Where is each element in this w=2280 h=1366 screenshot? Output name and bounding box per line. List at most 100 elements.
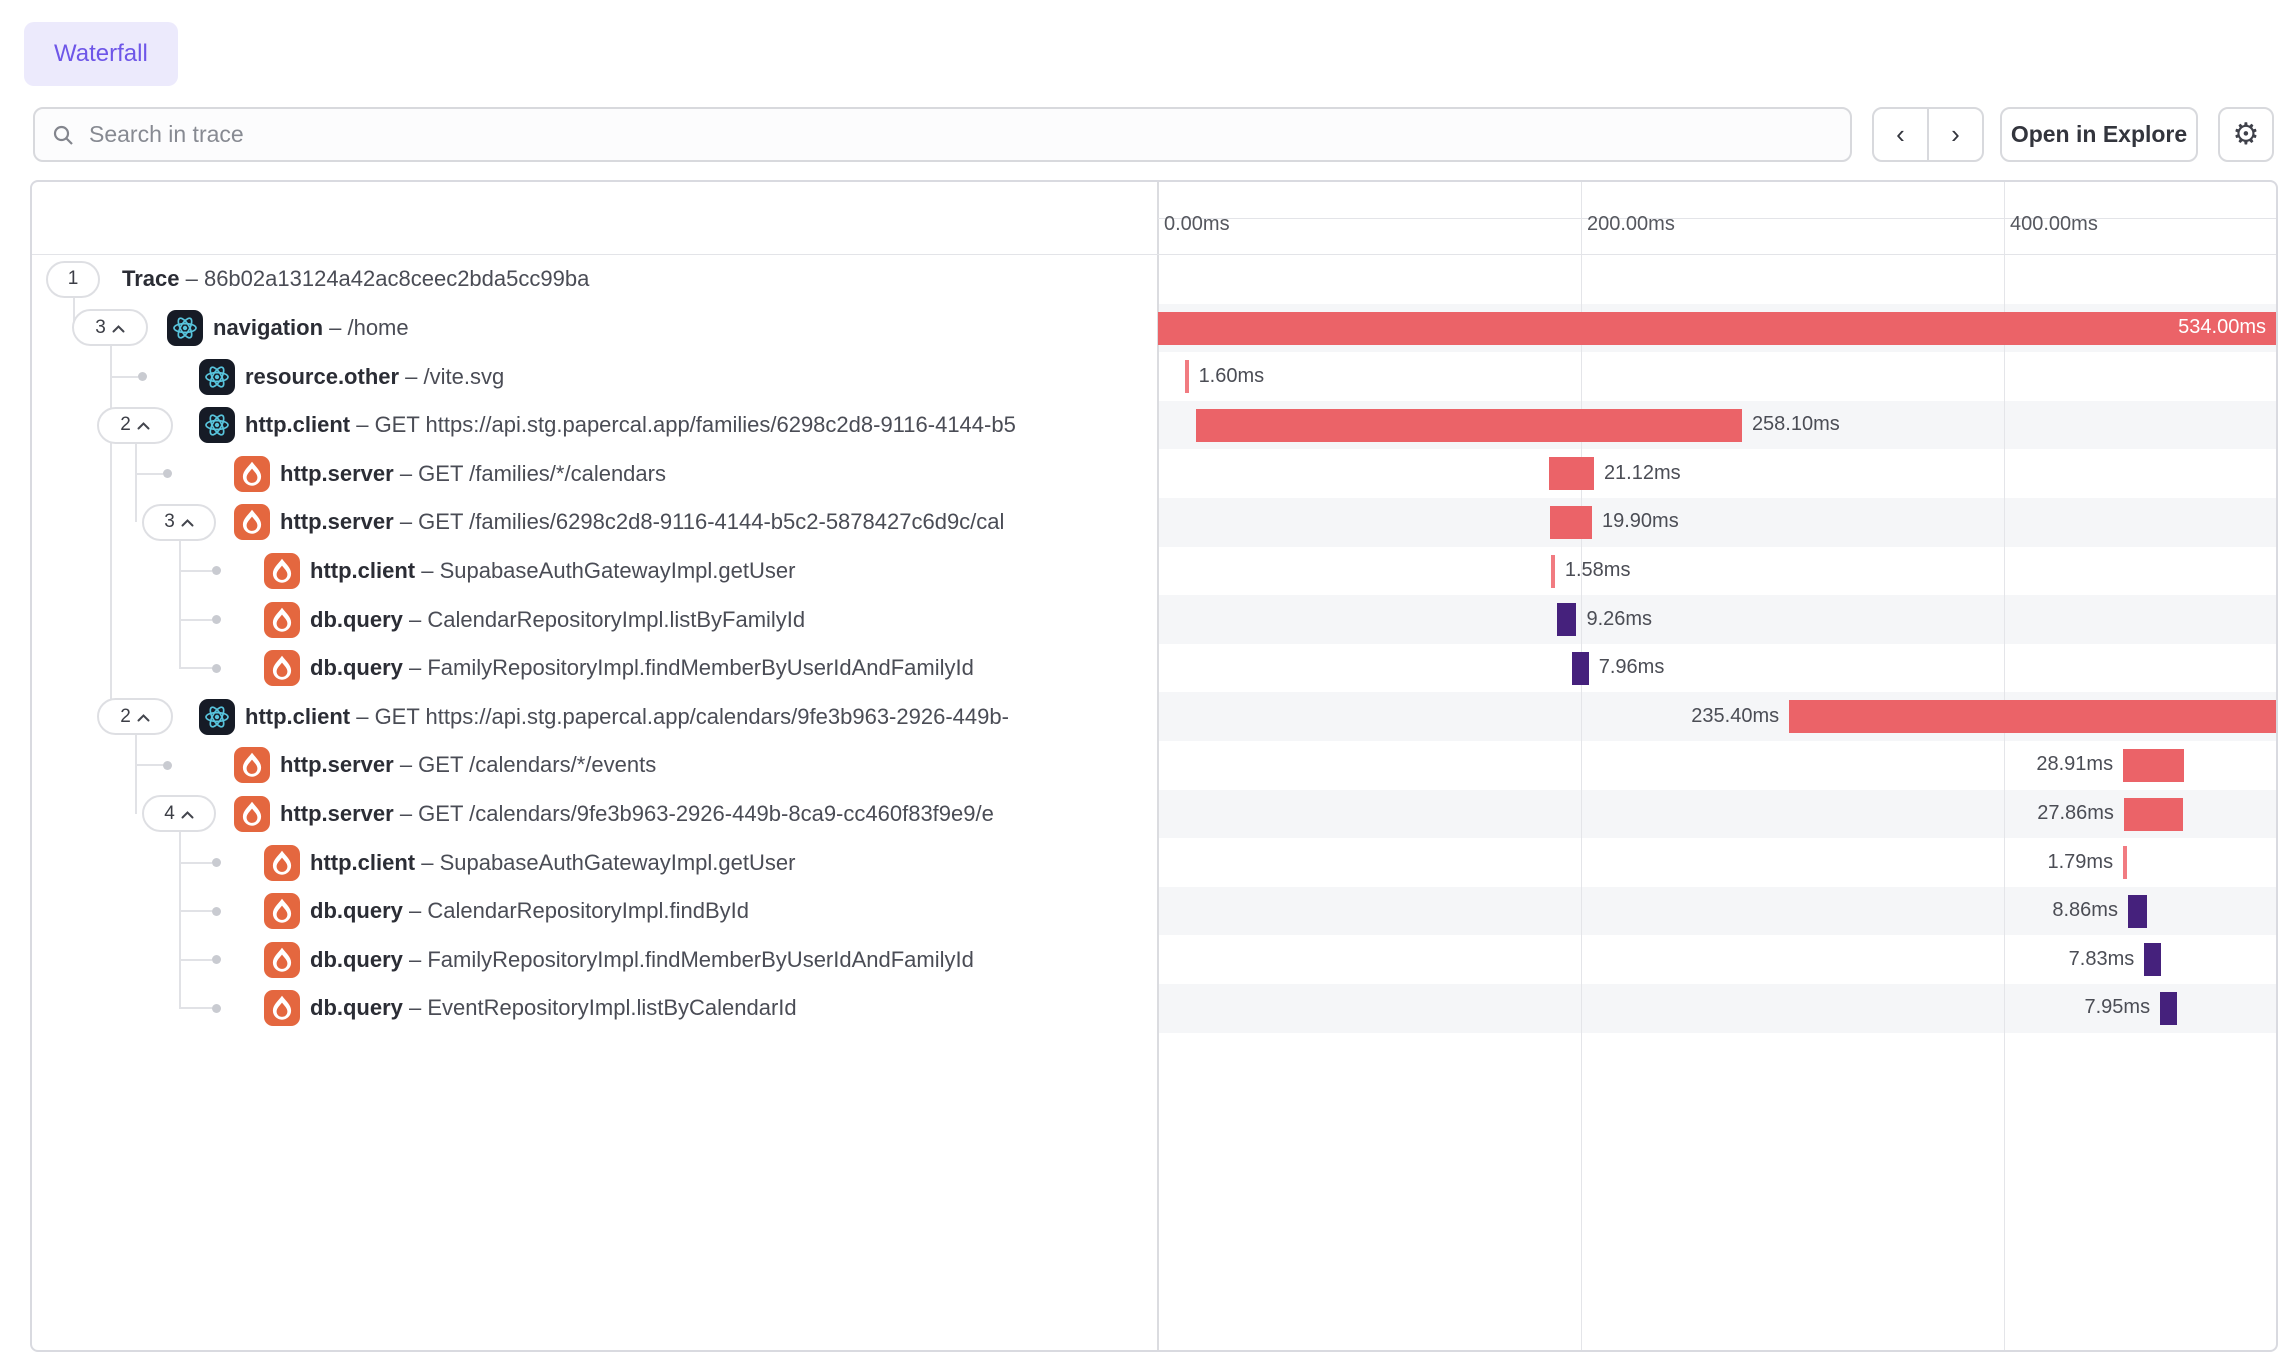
hono-icon <box>264 990 300 1027</box>
hono-icon <box>264 601 300 638</box>
settings-gear-button[interactable]: ⚙ <box>2218 107 2274 162</box>
span-label: navigation – /home <box>213 314 409 340</box>
row-stripe <box>1158 595 2276 644</box>
span-label: http.server – GET /calendars/*/events <box>280 752 657 778</box>
hono-icon <box>264 844 300 881</box>
span-label: Trace – 86b02a13124a42ac8ceec2bda5cc99ba <box>122 266 590 292</box>
collapse-badge[interactable]: 2 <box>97 698 173 736</box>
span-duration-label: 7.83ms <box>2068 947 2135 970</box>
span-operation-name: http.client <box>310 557 416 583</box>
span-operation-name: navigation <box>213 314 324 340</box>
tree-waterfall-divider[interactable] <box>1157 182 1159 1350</box>
span-label: http.client – SupabaseAuthGatewayImpl.ge… <box>310 849 796 875</box>
collapse-badge[interactable]: 4 <box>142 795 216 833</box>
span-duration-label: 7.95ms <box>2084 996 2151 1019</box>
row-stripe <box>1158 498 2276 547</box>
collapse-badge-count: 4 <box>164 802 175 824</box>
span-bar[interactable] <box>2123 749 2185 782</box>
span-bar[interactable] <box>1556 603 1577 637</box>
span-bar[interactable] <box>2123 846 2127 880</box>
span-bar[interactable] <box>2127 894 2147 928</box>
span-duration-label: 1.60ms <box>1198 364 1265 387</box>
span-operation-name: http.client <box>245 703 351 729</box>
span-operation-name: Trace <box>122 266 180 292</box>
span-bar[interactable] <box>1185 360 1189 394</box>
prev-span-button[interactable]: ‹ <box>1874 109 1929 160</box>
span-operation-name: db.query <box>310 995 403 1021</box>
span-duration-label: 8.86ms <box>2052 899 2118 922</box>
span-bar[interactable] <box>1549 506 1592 539</box>
span-bar[interactable] <box>1549 457 1594 491</box>
react-icon <box>199 407 235 444</box>
span-label: db.query – CalendarRepositoryImpl.findBy… <box>310 898 749 924</box>
tree-connector-line <box>135 734 137 814</box>
span-operation-name: http.client <box>245 412 351 438</box>
chevron-up-icon <box>181 803 194 825</box>
chevron-up-icon <box>112 317 125 339</box>
tree-connector-line <box>179 569 212 572</box>
span-operation-name: http.server <box>280 460 394 486</box>
span-bar[interactable] <box>1551 554 1555 588</box>
span-label: db.query – FamilyRepositoryImpl.findMemb… <box>310 655 974 681</box>
axis-tick-line <box>1158 218 2276 219</box>
collapse-badge-count: 2 <box>120 414 131 436</box>
span-bar[interactable] <box>2160 992 2177 1025</box>
span-operation-name: db.query <box>310 606 403 632</box>
tree-connector-dot <box>212 858 221 867</box>
tab-waterfall[interactable]: Waterfall <box>24 22 178 86</box>
collapse-badge-count: 2 <box>120 705 131 727</box>
search-input-container[interactable] <box>33 107 1852 162</box>
span-duration-label: 235.40ms <box>1691 704 1780 727</box>
collapse-badge[interactable]: 2 <box>97 406 173 444</box>
hono-icon <box>264 893 300 930</box>
span-operation-name: http.client <box>310 849 416 875</box>
span-bar[interactable] <box>1571 651 1589 685</box>
span-label: http.server – GET /calendars/9fe3b963-29… <box>280 800 994 826</box>
span-label: resource.other – /vite.svg <box>245 363 505 389</box>
span-bar[interactable] <box>2144 943 2161 977</box>
tree-connector-dot <box>138 372 147 381</box>
span-duration-label: 7.96ms <box>1598 656 1665 679</box>
axis-tick-label: 400.00ms <box>2010 213 2098 235</box>
span-label: db.query – CalendarRepositoryImpl.listBy… <box>310 606 806 632</box>
header-bottom-border <box>32 254 2276 255</box>
span-operation-name: http.server <box>280 752 394 778</box>
search-input[interactable] <box>87 108 1850 161</box>
tree-connector-line <box>135 472 163 475</box>
span-duration-label: 28.91ms <box>2036 753 2114 776</box>
span-bar[interactable] <box>1158 311 2276 345</box>
span-bar[interactable] <box>2123 797 2183 831</box>
collapse-badge-count: 3 <box>164 511 175 533</box>
axis-tick-label: 200.00ms <box>1587 213 1675 235</box>
span-operation-name: db.query <box>310 946 403 972</box>
open-in-explore-button[interactable]: Open in Explore <box>2000 107 2198 162</box>
span-operation-name: resource.other <box>245 363 400 389</box>
span-nav-group: ‹ › <box>1872 107 1984 162</box>
span-bar[interactable] <box>1789 700 2276 734</box>
tree-connector-dot <box>212 955 221 965</box>
gear-icon: ⚙ <box>2232 118 2260 151</box>
search-icon <box>53 125 73 145</box>
time-gridline <box>2004 182 2005 1350</box>
span-label: http.server – GET /families/6298c2d8-911… <box>280 509 1005 535</box>
collapse-badge[interactable]: 1 <box>46 260 100 298</box>
collapse-badge[interactable]: 3 <box>72 309 148 347</box>
span-duration-label: 9.26ms <box>1586 607 1653 630</box>
chevron-up-icon <box>137 414 150 436</box>
row-stripe <box>1158 886 2276 936</box>
next-span-button[interactable]: › <box>1951 119 1960 149</box>
tree-connector-dot <box>163 469 172 479</box>
span-duration-label: 27.86ms <box>2037 801 2114 824</box>
hono-icon <box>264 941 300 978</box>
row-stripe <box>1158 984 2276 1033</box>
span-duration-label: 19.90ms <box>1601 510 1679 533</box>
span-bar[interactable] <box>1196 408 1742 442</box>
time-gridline <box>1581 182 1582 1350</box>
hono-icon <box>234 747 270 784</box>
tree-connector-dot <box>212 1003 221 1013</box>
span-operation-name: http.server <box>280 509 394 535</box>
tree-connector-line <box>179 618 212 621</box>
span-label: http.client – GET https://api.stg.paperc… <box>245 412 1016 438</box>
collapse-badge[interactable]: 3 <box>142 503 216 541</box>
span-operation-name: http.server <box>280 800 394 826</box>
